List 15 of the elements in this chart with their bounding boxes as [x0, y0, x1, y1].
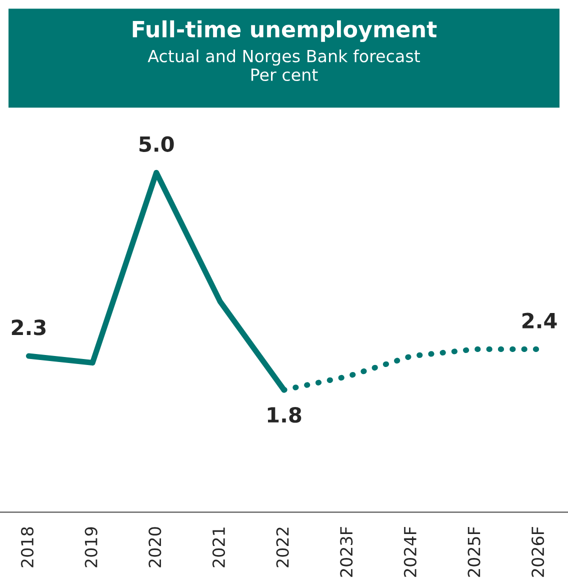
data-label: 2.3: [12, 320, 46, 336]
x-tick-label: 2021: [212, 528, 226, 568]
data-label: 5.0: [140, 136, 174, 152]
x-tick-label: 2025F: [468, 527, 480, 577]
x-tick-label: 2026F: [532, 527, 544, 577]
x-tick-label: 2023F: [340, 527, 353, 577]
x-tick-label: 2024F: [404, 527, 416, 577]
x-tick-label: 2022: [276, 528, 289, 568]
x-tick-label: 2018: [20, 527, 34, 568]
data-label: 2.4: [522, 312, 557, 328]
data-label: 1.8: [268, 406, 302, 423]
x-tick-label: 2020: [148, 527, 162, 568]
x-tick-label: 2019: [84, 527, 98, 568]
chart-subtitle: Actual and Norges Bank forecast Per cent: [148, 49, 420, 82]
chart-title: Full-time unemployment: [132, 20, 437, 42]
